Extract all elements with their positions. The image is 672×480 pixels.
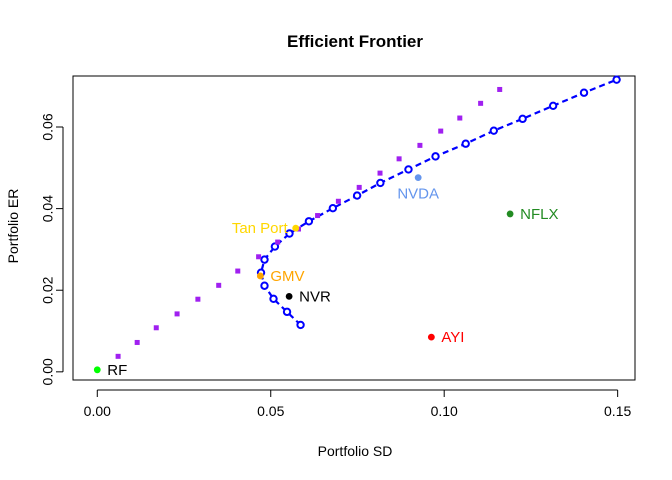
x-axis: 0.00 0.05 0.10 0.15 [84, 389, 631, 419]
cml-point [417, 142, 423, 148]
frontier-point [431, 152, 440, 161]
cml-point [377, 170, 383, 176]
x-tick-label: 0.10 [431, 403, 458, 419]
cml-point [275, 239, 281, 245]
frontier-point [489, 126, 499, 135]
x-tick-label: 0.00 [84, 403, 111, 419]
frontier-point [518, 114, 527, 124]
frontier-point [328, 204, 338, 213]
cml-point [134, 339, 140, 345]
cml-point [195, 296, 201, 302]
y-tick-label: 0.06 [40, 113, 56, 140]
point-gmv [256, 272, 264, 280]
cml-point [115, 353, 121, 359]
cml-point [497, 86, 503, 92]
cml-point [478, 100, 484, 106]
frontier-point [579, 88, 589, 97]
frontier-point [304, 217, 314, 226]
y-axis-label: Portfolio ER [5, 189, 21, 264]
label-ayi: AYI [441, 329, 464, 346]
cml-point [356, 184, 362, 190]
labeled-points-layer: RF GMV NVR AYI NVDA NFLX Tan Port [93, 174, 558, 379]
cml-point [438, 128, 444, 134]
plot-border [72, 75, 636, 381]
label-tan-port: Tan Port [232, 220, 289, 237]
cml-point [457, 115, 463, 121]
y-tick-label: 0.02 [40, 276, 56, 303]
point-tan-port [292, 224, 300, 232]
frontier-point [548, 101, 558, 110]
point-rf [93, 366, 101, 374]
cml-point [396, 156, 402, 162]
series-layer [115, 75, 621, 359]
y-tick-label: 0.04 [40, 195, 56, 222]
label-nflx: NFLX [520, 206, 558, 223]
frontier-point [282, 307, 292, 317]
y-axis: 0.00 0.02 0.04 0.06 [40, 113, 64, 385]
label-rf: RF [107, 362, 127, 379]
label-gmv: GMV [270, 268, 304, 285]
label-nvr: NVR [299, 288, 331, 305]
frontier-point [270, 242, 280, 251]
frontier-point [260, 281, 269, 290]
point-nvr [285, 292, 293, 300]
series-0 [256, 75, 621, 330]
point-nflx [506, 210, 514, 218]
cml-point [335, 198, 341, 204]
x-tick-label: 0.15 [604, 403, 631, 419]
cml-point [216, 282, 222, 288]
cml-point [315, 213, 321, 219]
point-nvda [414, 174, 422, 182]
frontier-point [404, 165, 413, 174]
cml-point [256, 254, 262, 260]
cml-point [153, 325, 159, 331]
y-tick-label: 0.00 [40, 358, 56, 385]
plot-area [72, 75, 636, 381]
frontier-point [285, 229, 294, 238]
series-1 [115, 86, 503, 359]
frontier-point [352, 191, 362, 200]
frontier-point [269, 294, 278, 303]
x-axis-label: Portfolio SD [318, 443, 393, 459]
chart-title: Efficient Frontier [287, 32, 423, 51]
x-tick-label: 0.05 [257, 403, 284, 419]
frontier-point [612, 75, 621, 84]
frontier-point [376, 178, 385, 188]
point-ayi [427, 333, 435, 341]
frontier-point [461, 139, 470, 148]
cml-point [174, 311, 180, 317]
frontier-point [260, 255, 269, 264]
cml-point [235, 268, 241, 274]
label-nvda: NVDA [397, 186, 439, 203]
frontier-point [296, 320, 305, 330]
